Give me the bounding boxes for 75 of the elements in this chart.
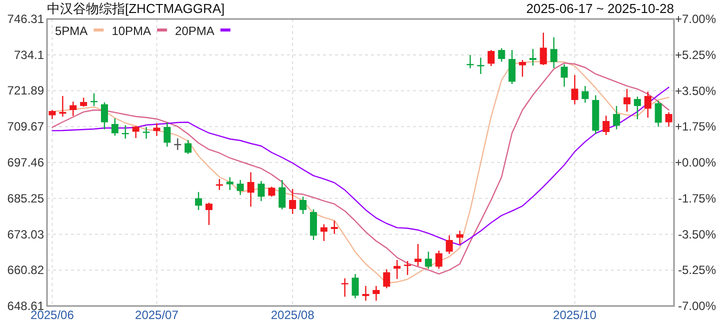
candlestick	[508, 49, 516, 85]
y-tick-label: 697.46	[7, 156, 44, 170]
y2-tick-label: +0.00%	[674, 156, 716, 170]
candlestick	[404, 260, 412, 276]
candlestick	[435, 250, 442, 270]
candlestick	[184, 139, 192, 155]
y-tick-label: 673.03	[7, 227, 44, 242]
candlestick	[518, 59, 526, 78]
candlestick	[488, 49, 495, 67]
candlestick	[613, 105, 620, 130]
candlestick	[644, 91, 652, 118]
y-tick-label: 746.31	[7, 12, 44, 26]
candlestick	[372, 285, 380, 302]
candlestick	[602, 115, 610, 136]
chart-subtitle: 2025-06-17 ~ 2025-10-28	[526, 1, 674, 16]
candlestick	[550, 36, 558, 69]
legend-label: 5PMA	[55, 24, 88, 38]
candlestick	[300, 196, 307, 215]
candlestick	[654, 100, 662, 128]
x-tick-label: 2025/08	[270, 308, 315, 320]
candlestick	[111, 118, 118, 136]
y2-tick-label: +5.25%	[674, 48, 716, 62]
candlestick	[330, 220, 338, 235]
candlestick	[289, 188, 296, 215]
candlestick	[226, 176, 234, 191]
candlestick	[278, 179, 286, 210]
candlestick	[205, 202, 212, 226]
legend-label: 10PMA	[112, 24, 152, 38]
y2-tick-label: +1.75%	[674, 120, 716, 134]
candlestick	[560, 64, 568, 88]
candlestick	[383, 268, 390, 289]
y-tick-label: 709.67	[7, 120, 44, 134]
legend-label: 20PMA	[175, 24, 214, 38]
candlestick	[195, 191, 202, 211]
candlestick	[153, 122, 160, 137]
candlestick	[582, 85, 589, 104]
y2-tick-label: -5.25%	[678, 263, 716, 278]
candlestick	[132, 125, 140, 139]
candlestick	[477, 57, 484, 75]
y2-tick-label: -7.00%	[678, 299, 716, 313]
x-tick-label: 2025/10	[553, 308, 597, 320]
y-tick-label: 734.1	[14, 48, 44, 62]
y2-tick-label: +7.00%	[674, 12, 716, 26]
candlestick	[446, 234, 453, 255]
candlestick	[258, 180, 265, 202]
candlestick	[320, 224, 328, 242]
candlestick	[164, 122, 171, 148]
candlestick	[634, 96, 641, 120]
candlestick	[247, 172, 254, 208]
candlestick	[310, 208, 317, 241]
candlestick	[623, 88, 630, 112]
candlestick	[665, 112, 672, 128]
candlestick	[341, 278, 348, 298]
candlestick	[424, 251, 432, 270]
y-tick-label: 721.89	[7, 84, 44, 98]
candlestick	[142, 126, 150, 140]
y2-tick-label: -1.75%	[678, 191, 716, 206]
candlestick	[414, 243, 422, 267]
candlestick	[236, 179, 244, 196]
chart-title: 中汉谷物综指[ZHCTMAGGRA]	[47, 1, 225, 16]
candlestick	[571, 74, 578, 105]
candlestick	[362, 285, 370, 302]
candlestick	[100, 102, 108, 130]
candlestick	[498, 48, 506, 62]
y2-tick-label: -3.50%	[678, 227, 716, 242]
y-tick-label: 660.82	[7, 263, 44, 278]
candlestick	[268, 186, 276, 198]
y2-tick-label: +3.50%	[674, 84, 716, 98]
candlestick	[70, 101, 77, 117]
y-tick-label: 685.25	[7, 191, 44, 206]
candlestick	[529, 48, 536, 66]
candlestick	[352, 273, 359, 299]
x-tick-label: 2025/07	[135, 308, 179, 320]
candlestick	[394, 259, 401, 280]
candlestick	[540, 32, 547, 66]
